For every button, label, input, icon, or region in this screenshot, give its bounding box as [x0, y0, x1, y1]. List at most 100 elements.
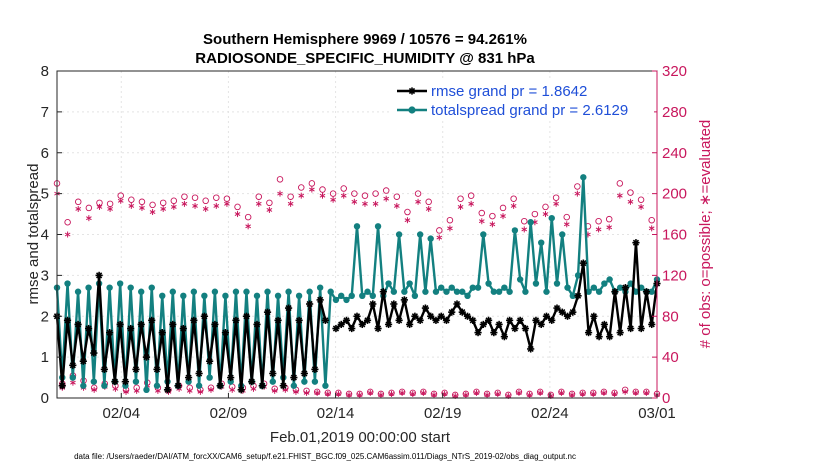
evaluated-obs-point: [112, 385, 119, 392]
evaluated-obs-point: [521, 226, 528, 233]
rmse-point: [184, 373, 193, 382]
evaluated-obs-point: [595, 226, 602, 233]
x-tick-label: 02/09: [210, 405, 248, 422]
evaluated-obs-point: [590, 390, 597, 397]
rmse-point: [216, 382, 224, 390]
totalspread-point: [343, 296, 350, 304]
y-tick-label: 0: [41, 390, 49, 407]
possible-obs-point: [414, 190, 422, 197]
evaluated-obs-point: [96, 203, 103, 210]
totalspread-point: [580, 174, 587, 181]
totalspread-point: [522, 288, 529, 295]
totalspread-point: [511, 227, 519, 234]
series-line-0: [55, 241, 659, 392]
totalspread-point: [553, 280, 561, 287]
evaluated-obs-point: [245, 223, 251, 230]
rmse-point: [237, 386, 245, 394]
totalspread-point: [285, 288, 292, 295]
possible-obs-point: [404, 208, 411, 216]
rmse-point: [111, 378, 119, 386]
totalspread-point: [101, 382, 108, 389]
totalspread-point: [206, 374, 213, 381]
possible-obs-point: [234, 203, 241, 211]
x-axis-ticks: 02/04 02/09 02/14 02/19 02/24 03/01: [103, 393, 676, 422]
rmse-point: [569, 308, 577, 316]
evaluated-obs-point: [335, 390, 342, 397]
rmse-point: [300, 369, 308, 378]
evaluated-obs-point: [229, 386, 236, 393]
y-axis-label: rmse and totalspread: [25, 164, 42, 305]
rmse-point: [548, 316, 556, 324]
evaluated-obs-point: [160, 205, 167, 212]
evaluated-obs-point: [473, 389, 480, 396]
totalspread-point: [585, 288, 592, 295]
evaluated-obs-point: [298, 192, 305, 199]
possible-obs-point: [74, 198, 82, 206]
rmse-point: [427, 312, 435, 320]
totalspread-point: [543, 288, 550, 295]
possible-obs-point: [64, 218, 71, 226]
evaluated-obs-point: [553, 200, 559, 207]
evaluated-obs-point: [420, 389, 427, 396]
rmse-point: [311, 365, 319, 373]
rmse-point: [458, 308, 466, 316]
rmse-point: [611, 288, 619, 296]
rmse-point: [253, 320, 261, 329]
series-layer: [53, 174, 661, 399]
totalspread-point: [564, 284, 571, 291]
evaluated-obs-point: [255, 200, 262, 207]
rmse-point: [258, 382, 266, 390]
evaluated-obs-point: [287, 200, 294, 207]
rmse-point: [379, 288, 387, 296]
totalspread-point: [432, 288, 440, 295]
rmse-point: [263, 308, 272, 316]
rmse-point: [411, 312, 419, 320]
evaluated-obs-point: [117, 197, 124, 204]
possible-obs-point: [595, 217, 602, 225]
evaluated-obs-point: [627, 198, 634, 205]
totalspread-point: [601, 280, 608, 287]
totalspread-point: [153, 382, 161, 389]
possible-obs-point: [213, 194, 220, 201]
rmse-point: [321, 316, 330, 324]
rmse-point: [353, 312, 361, 320]
evaluated-obs-point: [202, 205, 209, 212]
rmse-point: [527, 345, 535, 353]
rmse-point: [169, 320, 177, 329]
possible-obs-point: [85, 204, 93, 212]
evaluated-obs-point: [526, 391, 533, 398]
evaluated-obs-point: [340, 192, 347, 199]
legend-rmse-marker: [408, 87, 416, 95]
totalspread-point: [359, 292, 366, 300]
legend: rmse grand pr = 1.8642 totalspread grand…: [392, 78, 654, 120]
possible-obs-point: [202, 197, 209, 205]
evaluated-obs-point: [616, 192, 623, 199]
totalspread-point: [69, 374, 76, 381]
rmse-point: [232, 316, 240, 324]
evaluated-obs-point: [542, 211, 549, 218]
totalspread-point: [364, 288, 371, 295]
totalspread-point: [506, 288, 513, 295]
evaluated-obs-point: [372, 200, 379, 207]
totalspread-point: [159, 292, 166, 300]
rmse-point: [195, 369, 203, 378]
possible-obs-point: [382, 187, 390, 194]
rmse-point: [295, 316, 303, 324]
totalspread-point: [195, 382, 203, 389]
totalspread-point: [369, 292, 376, 300]
totalspread-point: [311, 378, 319, 385]
totalspread-point: [606, 276, 613, 283]
totalspread-point: [464, 292, 471, 300]
totalspread-point: [648, 288, 655, 295]
evaluated-obs-point: [510, 202, 517, 209]
totalspread-point: [290, 382, 298, 389]
totalspread-point: [132, 378, 140, 385]
y-tick-label: 7: [41, 104, 49, 121]
possible-obs-point: [287, 193, 294, 200]
rmse-point: [506, 316, 514, 324]
evaluated-obs-point: [558, 389, 565, 396]
rmse-point: [190, 316, 198, 324]
totalspread-point: [338, 292, 345, 300]
right-axis-ticks: 0 40 80 120 160 200 240 280 320: [652, 63, 687, 407]
possible-obs-point: [478, 209, 486, 217]
